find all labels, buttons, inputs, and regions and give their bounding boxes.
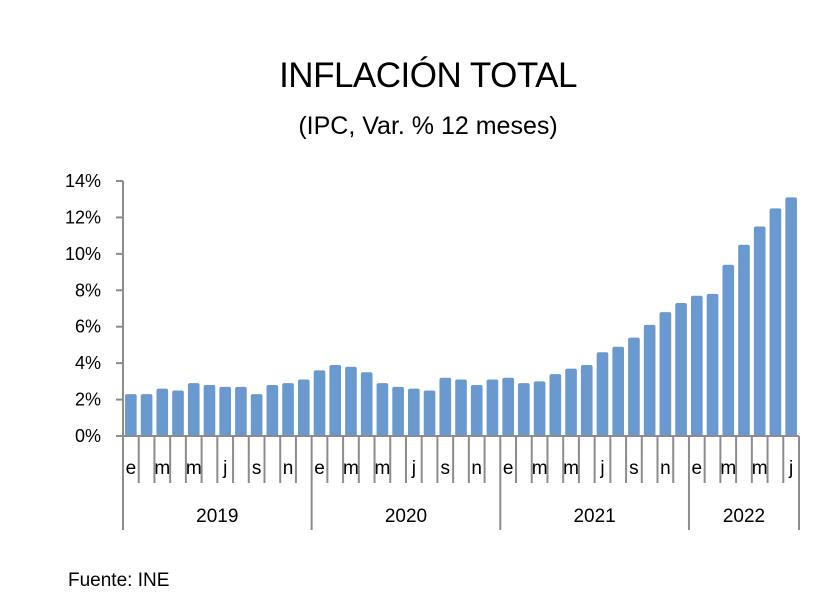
y-tick-label: 10%	[65, 244, 101, 264]
bars	[125, 197, 797, 436]
month-label: j	[411, 458, 416, 479]
year-label: 2021	[573, 506, 615, 527]
bar-2019-05	[187, 383, 200, 436]
month-label: m	[532, 458, 548, 479]
bar-2019-10	[266, 385, 279, 436]
month-label: j	[599, 458, 604, 479]
y-tick-label: 12%	[65, 207, 101, 227]
month-label: j	[222, 458, 227, 479]
y-axis: 0% 2% 4% 6% 8% 10% 12% 14%	[65, 171, 124, 446]
month-label: e	[314, 458, 325, 479]
bar-2019-11	[282, 383, 294, 436]
month-label: m	[374, 458, 390, 479]
bar-2021-12	[675, 303, 687, 436]
bar-2019-12	[297, 379, 310, 436]
bar-2019-04	[172, 390, 184, 436]
month-label: m	[154, 458, 170, 479]
y-tick-label: 0%	[75, 426, 101, 446]
bar-2019-06	[203, 385, 216, 436]
bar-2021-10	[643, 324, 656, 436]
bar-2021-01	[502, 377, 514, 436]
y-tick-label: 6%	[75, 317, 101, 337]
bar-2019-08	[235, 386, 247, 436]
month-label: e	[503, 458, 514, 479]
bar-2021-09	[628, 337, 640, 436]
bar-2021-03	[533, 381, 546, 436]
month-label: s	[629, 458, 639, 479]
bar-2020-02	[329, 364, 342, 436]
month-label: n	[471, 458, 482, 479]
chart-subtitle: (IPC, Var. % 12 meses)	[298, 112, 558, 140]
bar-2019-02	[140, 394, 153, 436]
bar-2022-05	[753, 226, 766, 436]
bar-2022-07	[785, 197, 797, 436]
bar-2020-09	[439, 377, 452, 436]
month-label: m	[186, 458, 202, 479]
bar-2021-07	[596, 352, 609, 436]
bar-2019-09	[250, 394, 263, 436]
bar-2019-01	[125, 394, 137, 436]
year-label: 2022	[723, 506, 765, 527]
bar-2021-06	[580, 364, 593, 436]
bar-2020-04	[360, 372, 373, 436]
month-label: s	[441, 458, 451, 479]
y-tick-label: 2%	[75, 390, 101, 410]
bar-2020-10	[455, 379, 467, 436]
bar-2020-03	[345, 366, 357, 436]
month-label: s	[252, 458, 262, 479]
bar-2022-02	[706, 293, 719, 436]
month-label: n	[660, 458, 671, 479]
y-tick-label: 4%	[75, 353, 101, 373]
month-label: e	[692, 458, 703, 479]
bar-2019-07	[219, 386, 232, 436]
bar-2020-06	[392, 386, 404, 436]
bar-2020-01	[313, 370, 326, 436]
month-label: m	[343, 458, 359, 479]
bar-2022-06	[769, 208, 782, 436]
year-label: 2019	[196, 506, 238, 527]
bar-2021-05	[565, 368, 577, 436]
month-label: e	[126, 458, 137, 479]
bar-2022-03	[722, 264, 735, 436]
month-label: m	[720, 458, 736, 479]
bar-2022-01	[690, 295, 703, 436]
bar-2020-07	[408, 388, 420, 436]
month-label: j	[788, 458, 793, 479]
month-label: m	[752, 458, 768, 479]
bar-2021-04	[549, 374, 562, 436]
bar-2020-08	[423, 390, 436, 436]
month-label: m	[563, 458, 579, 479]
bar-2020-11	[470, 385, 483, 436]
bar-2020-05	[376, 383, 389, 436]
chart-title: INFLACIÓN TOTAL	[279, 56, 577, 95]
bar-2020-12	[486, 379, 499, 436]
bar-2019-03	[156, 388, 169, 436]
bar-2021-02	[518, 383, 530, 436]
y-tick-label: 8%	[75, 280, 101, 300]
bar-2021-08	[612, 346, 625, 436]
bar-2021-11	[659, 312, 672, 436]
bar-2022-04	[738, 244, 750, 436]
month-label: n	[283, 458, 294, 479]
y-tick-label: 14%	[65, 171, 101, 191]
source-note: Fuente: INE	[68, 570, 170, 591]
year-label: 2020	[385, 506, 427, 527]
